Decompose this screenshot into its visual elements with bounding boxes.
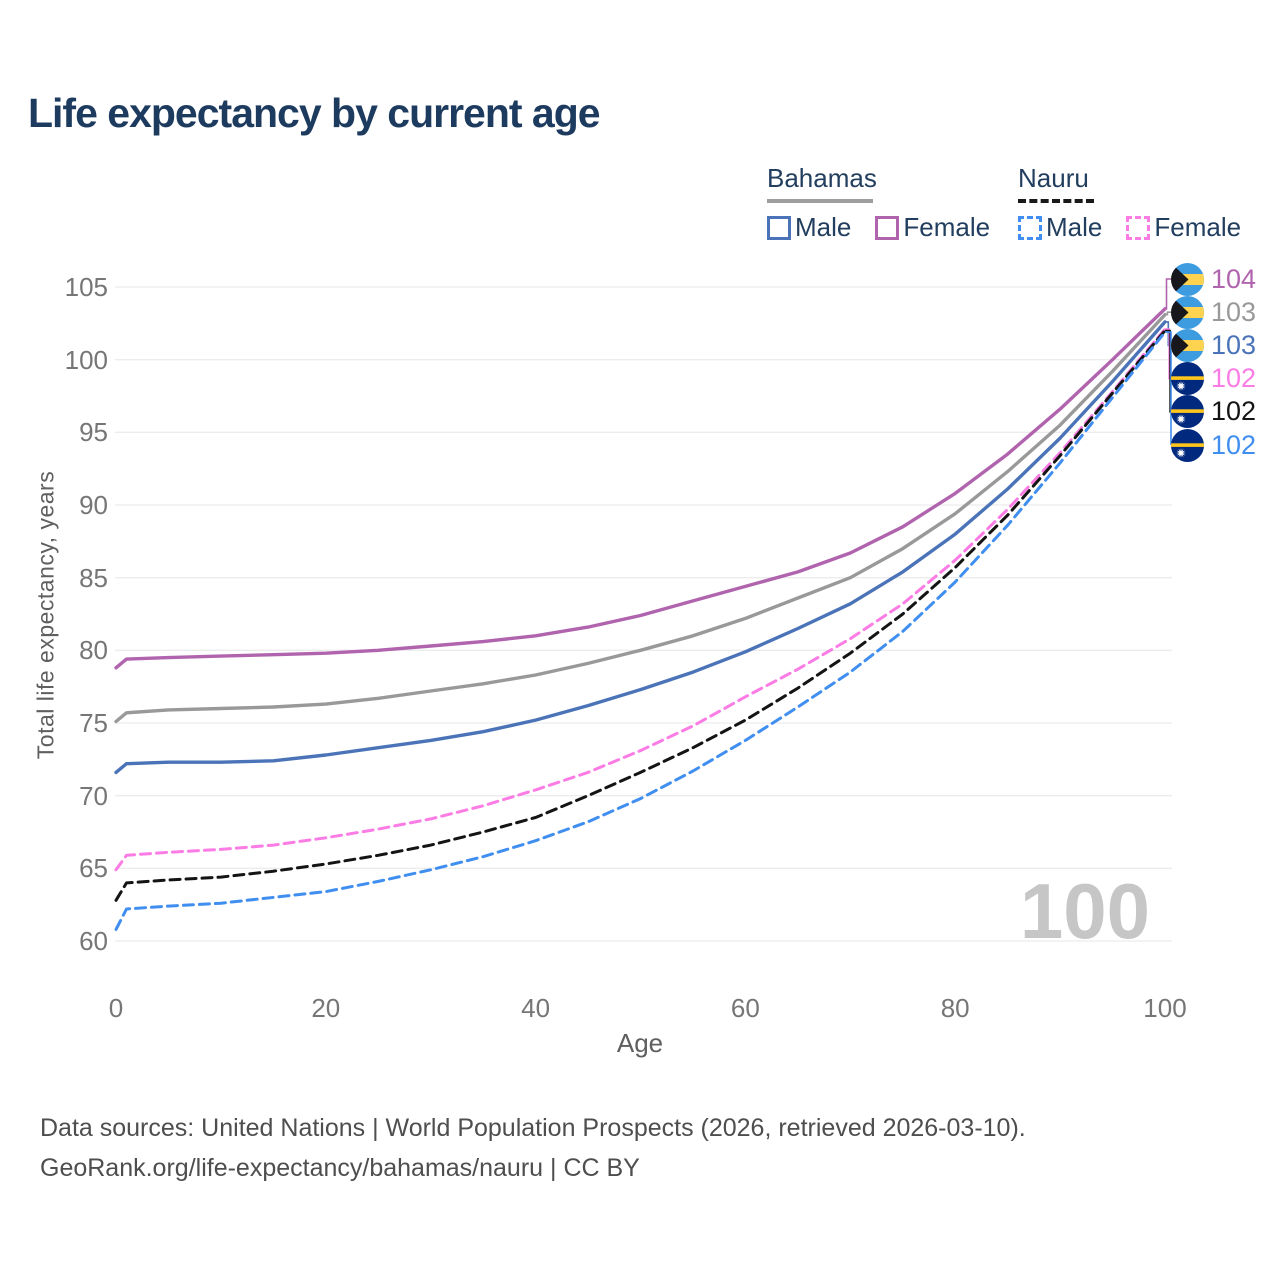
leader-line-nauru-male <box>1165 331 1172 445</box>
chart-title: Life expectancy by current age <box>28 90 601 136</box>
x-tick-label-0: 0 <box>108 993 124 1023</box>
nauru-female-swatch <box>1126 215 1151 240</box>
y-tick-label-80: 80 <box>79 635 108 666</box>
legend-row-nauru: Male Female <box>1018 212 1241 243</box>
series-line-nauru-total <box>114 329 1167 902</box>
x-axis-title: Age <box>616 1028 664 1058</box>
y-tick-label-70: 70 <box>79 780 108 811</box>
nauru-flag-icon <box>1171 428 1204 462</box>
series-line-nauru-male <box>114 330 1167 931</box>
legend-group-nauru: Nauru Male Female <box>1018 163 1241 243</box>
x-tick-label-80: 80 <box>940 993 970 1023</box>
series-line-bahamas-total <box>114 312 1167 724</box>
end-label-value: 103 <box>1211 296 1257 327</box>
end-label-value: 104 <box>1211 263 1257 294</box>
bahamas-female-swatch <box>875 215 900 240</box>
legend-country-bahamas: Bahamas <box>767 163 877 193</box>
leader-line-bahamas-female <box>1165 278 1171 310</box>
y-tick-label-60: 60 <box>79 926 108 956</box>
nauru-female-label: Female <box>1154 212 1242 242</box>
series-line-nauru-female <box>114 327 1167 872</box>
nauru-flag-icon <box>1171 395 1204 429</box>
y-tick-label-65: 65 <box>79 853 108 884</box>
bahamas-flag-icon <box>1171 328 1204 362</box>
x-tick-label-20: 20 <box>311 993 341 1023</box>
bahamas-flag-icon <box>1171 295 1204 329</box>
nauru-flag-icon <box>1171 362 1204 396</box>
footer-data-sources: Data sources: United Nations | World Pop… <box>40 1114 1026 1142</box>
end-label-nauru-total: 102 <box>1171 395 1257 429</box>
bahamas-male-swatch <box>767 215 791 240</box>
footer-attribution: GeoRank.org/life-expectancy/bahamas/naur… <box>40 1154 640 1182</box>
end-label-value: 103 <box>1211 329 1257 360</box>
legend-country-nauru: Nauru <box>1018 163 1089 193</box>
nauru-line-swatch <box>1018 199 1094 203</box>
bahamas-flag-icon <box>1171 262 1204 296</box>
series-line-bahamas-male <box>114 320 1167 775</box>
legend-group-bahamas: Bahamas Male Female <box>767 163 990 243</box>
bahamas-line-swatch <box>767 199 873 203</box>
footer: Data sources: United Nations | World Pop… <box>40 1108 1026 1188</box>
end-label-bahamas-total: 103 <box>1171 295 1257 329</box>
end-label-value: 102 <box>1211 363 1257 394</box>
series-line-bahamas-female <box>114 307 1167 670</box>
y-tick-label-90: 90 <box>79 490 108 520</box>
end-label-value: 102 <box>1211 396 1257 427</box>
current-age-watermark: 100 <box>1019 867 1150 955</box>
bahamas-male-label: Male <box>795 212 852 242</box>
y-tick-label-100: 100 <box>64 344 108 375</box>
nauru-male-swatch <box>1018 215 1042 240</box>
end-label-value: 102 <box>1211 429 1257 460</box>
x-tick-label-100: 100 <box>1143 993 1187 1023</box>
bahamas-female-label: Female <box>903 212 991 242</box>
end-label-bahamas-female: 104 <box>1171 262 1257 296</box>
nauru-male-label: Male <box>1046 212 1103 242</box>
end-label-nauru-male: 102 <box>1171 428 1257 462</box>
legend-row-bahamas: Male Female <box>767 212 990 243</box>
end-label-bahamas-male: 103 <box>1171 328 1257 362</box>
y-tick-label-85: 85 <box>79 562 108 593</box>
x-tick-label-60: 60 <box>730 993 760 1023</box>
y-tick-label-75: 75 <box>79 708 108 738</box>
x-tick-label-40: 40 <box>521 993 551 1023</box>
y-tick-label-95: 95 <box>79 417 108 448</box>
y-tick-label-105: 105 <box>64 272 108 302</box>
end-label-nauru-female: 102 <box>1171 362 1257 396</box>
leader-line-bahamas-total <box>1165 311 1171 316</box>
y-axis-title: Total life expectancy, years <box>32 470 59 760</box>
